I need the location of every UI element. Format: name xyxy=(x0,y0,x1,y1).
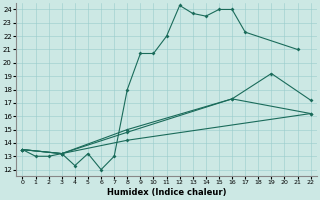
X-axis label: Humidex (Indice chaleur): Humidex (Indice chaleur) xyxy=(107,188,226,197)
